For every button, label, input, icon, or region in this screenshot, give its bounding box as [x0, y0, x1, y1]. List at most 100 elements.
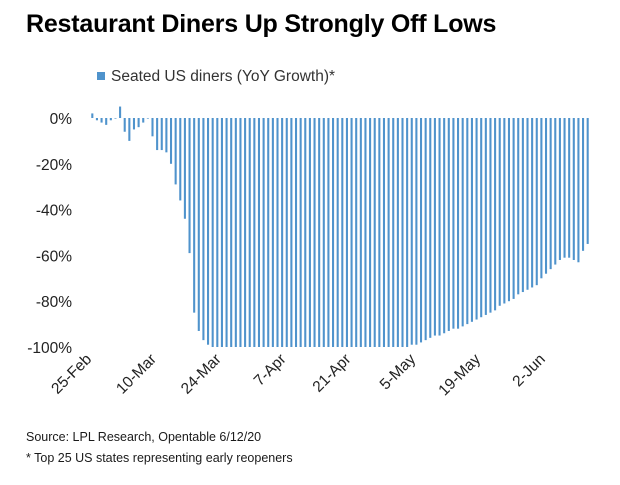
x-tick-label: 7-Apr [251, 351, 290, 390]
bar [332, 118, 335, 347]
bar [424, 118, 427, 341]
bar [345, 118, 348, 347]
bar [267, 118, 270, 347]
bar [308, 118, 311, 347]
bar [174, 118, 177, 185]
y-tick-label: 0% [50, 111, 73, 128]
bar [304, 118, 307, 347]
bar [188, 118, 191, 254]
bar [544, 118, 548, 274]
bar [146, 118, 149, 119]
bar [193, 118, 196, 313]
bar [341, 118, 344, 347]
bar [392, 118, 395, 347]
bar [457, 118, 460, 329]
x-tick-label: 25-Feb [48, 351, 95, 398]
bar [526, 118, 529, 290]
bar [137, 118, 140, 128]
bar [452, 118, 455, 329]
y-axis: 0% -20% -40% -60% -80% -100% [27, 111, 72, 357]
source-note: Source: LPL Research, Opentable 6/12/20 [26, 430, 262, 444]
bar [109, 118, 112, 121]
bar [535, 118, 538, 286]
bar [294, 118, 298, 347]
bar [285, 118, 288, 347]
legend: Seated US diners (YoY Growth)* [97, 68, 335, 85]
bar [183, 118, 186, 219]
bar [244, 118, 247, 347]
legend-label: Seated US diners (YoY Growth)* [111, 68, 335, 85]
y-tick-label: -60% [36, 248, 72, 265]
bar [466, 118, 469, 325]
bar [165, 118, 168, 153]
bar [503, 118, 506, 304]
x-tick-label: 21-Apr [310, 351, 355, 396]
bar [100, 118, 103, 123]
bar [517, 118, 520, 295]
bar [327, 118, 330, 347]
bar [558, 118, 561, 260]
bar [290, 118, 293, 347]
bar [549, 118, 552, 270]
bar [211, 118, 214, 347]
bar [220, 118, 223, 347]
y-tick-label: -100% [27, 340, 72, 357]
bar [271, 118, 274, 347]
bars-group [91, 106, 589, 347]
bar [202, 118, 205, 341]
bar [415, 118, 418, 345]
bar [230, 118, 233, 347]
bar [443, 118, 446, 334]
bar [531, 118, 534, 288]
bar [318, 118, 321, 347]
bar [132, 118, 136, 130]
bar [410, 118, 413, 345]
bar [447, 118, 450, 331]
x-tick-label: 24-Mar [178, 351, 225, 398]
x-tick-label: 5-May [377, 351, 420, 394]
bar [197, 118, 200, 331]
bar [119, 106, 122, 118]
chart-title: Restaurant Diners Up Strongly Off Lows [26, 10, 497, 38]
y-tick-label: -80% [36, 294, 72, 311]
bar [355, 118, 358, 347]
x-axis: 25-Feb 10-Mar 24-Mar 7-Apr 21-Apr 5-May 19-May… [48, 351, 548, 400]
bar [239, 118, 242, 347]
bar [336, 118, 339, 347]
bar [123, 118, 126, 132]
bar [105, 118, 108, 125]
bar [262, 118, 265, 347]
bar [382, 118, 386, 347]
y-tick-label: -20% [36, 157, 72, 174]
bar [406, 118, 409, 347]
bar [396, 118, 399, 347]
bar [512, 118, 515, 299]
bar [521, 118, 524, 293]
bar [234, 118, 237, 347]
bar [257, 118, 261, 347]
bar [586, 118, 589, 244]
bar [313, 118, 316, 347]
bar [114, 118, 117, 119]
bar [470, 118, 473, 322]
legend-swatch [97, 72, 105, 80]
x-tick-label: 10-Mar [113, 351, 160, 398]
bar [540, 118, 543, 279]
bar [480, 118, 483, 318]
bar [359, 118, 362, 347]
bar [169, 118, 173, 164]
bar [373, 118, 376, 347]
bar [207, 118, 210, 345]
bar [554, 118, 557, 265]
bar [433, 118, 436, 336]
bar [438, 118, 441, 336]
bar [378, 118, 381, 347]
bar [498, 118, 501, 306]
bar [350, 118, 353, 347]
bar [369, 118, 372, 347]
bar [387, 118, 390, 347]
bar [151, 118, 154, 137]
bar [95, 118, 98, 121]
bar [225, 118, 228, 347]
bar [568, 118, 571, 258]
